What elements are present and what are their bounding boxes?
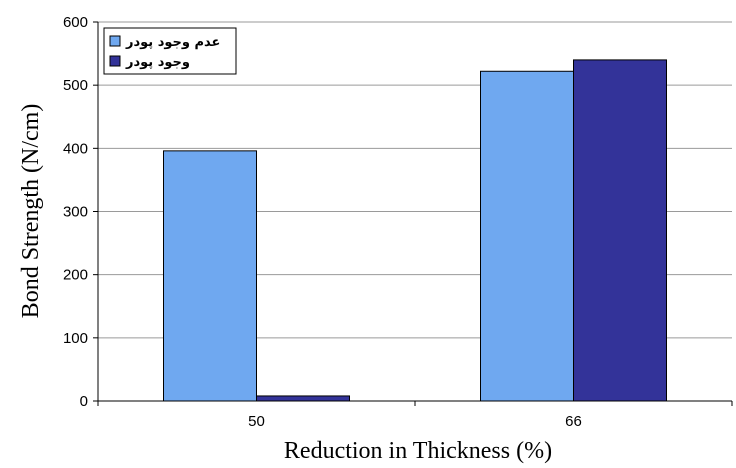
x-tick-label: 50 <box>248 413 265 430</box>
x-axis-title: Reduction in Thickness (%) <box>284 438 552 464</box>
bar-series2-50 <box>256 395 350 402</box>
legend-swatch <box>109 35 121 47</box>
legend-label: وجود پودر <box>125 55 190 70</box>
axes <box>93 21 733 406</box>
bars <box>163 59 667 402</box>
legend: عدم وجود پودر وجود پودر <box>103 27 237 75</box>
x-tick-labels: 50 66 <box>248 413 582 430</box>
bar-series1-66 <box>480 70 574 402</box>
y-tick-label: 300 <box>63 204 88 221</box>
bar-series2-66 <box>573 59 667 402</box>
legend-label: عدم وجود پودر <box>125 35 220 50</box>
y-tick-label: 500 <box>63 77 88 94</box>
y-tick-labels: 0 100 200 300 400 500 600 <box>63 14 88 410</box>
legend-swatch <box>109 55 121 67</box>
y-tick-label: 200 <box>63 267 88 284</box>
bar-series1-50 <box>163 150 257 402</box>
legend-box <box>103 27 237 75</box>
x-tick-label: 66 <box>565 413 582 430</box>
y-tick-label: 600 <box>63 14 88 31</box>
y-tick-label: 100 <box>63 330 88 347</box>
y-tick-label: 400 <box>63 140 88 157</box>
y-tick-label: 0 <box>80 393 88 410</box>
y-axis-title: Bond Strength (N/cm) <box>18 104 44 319</box>
